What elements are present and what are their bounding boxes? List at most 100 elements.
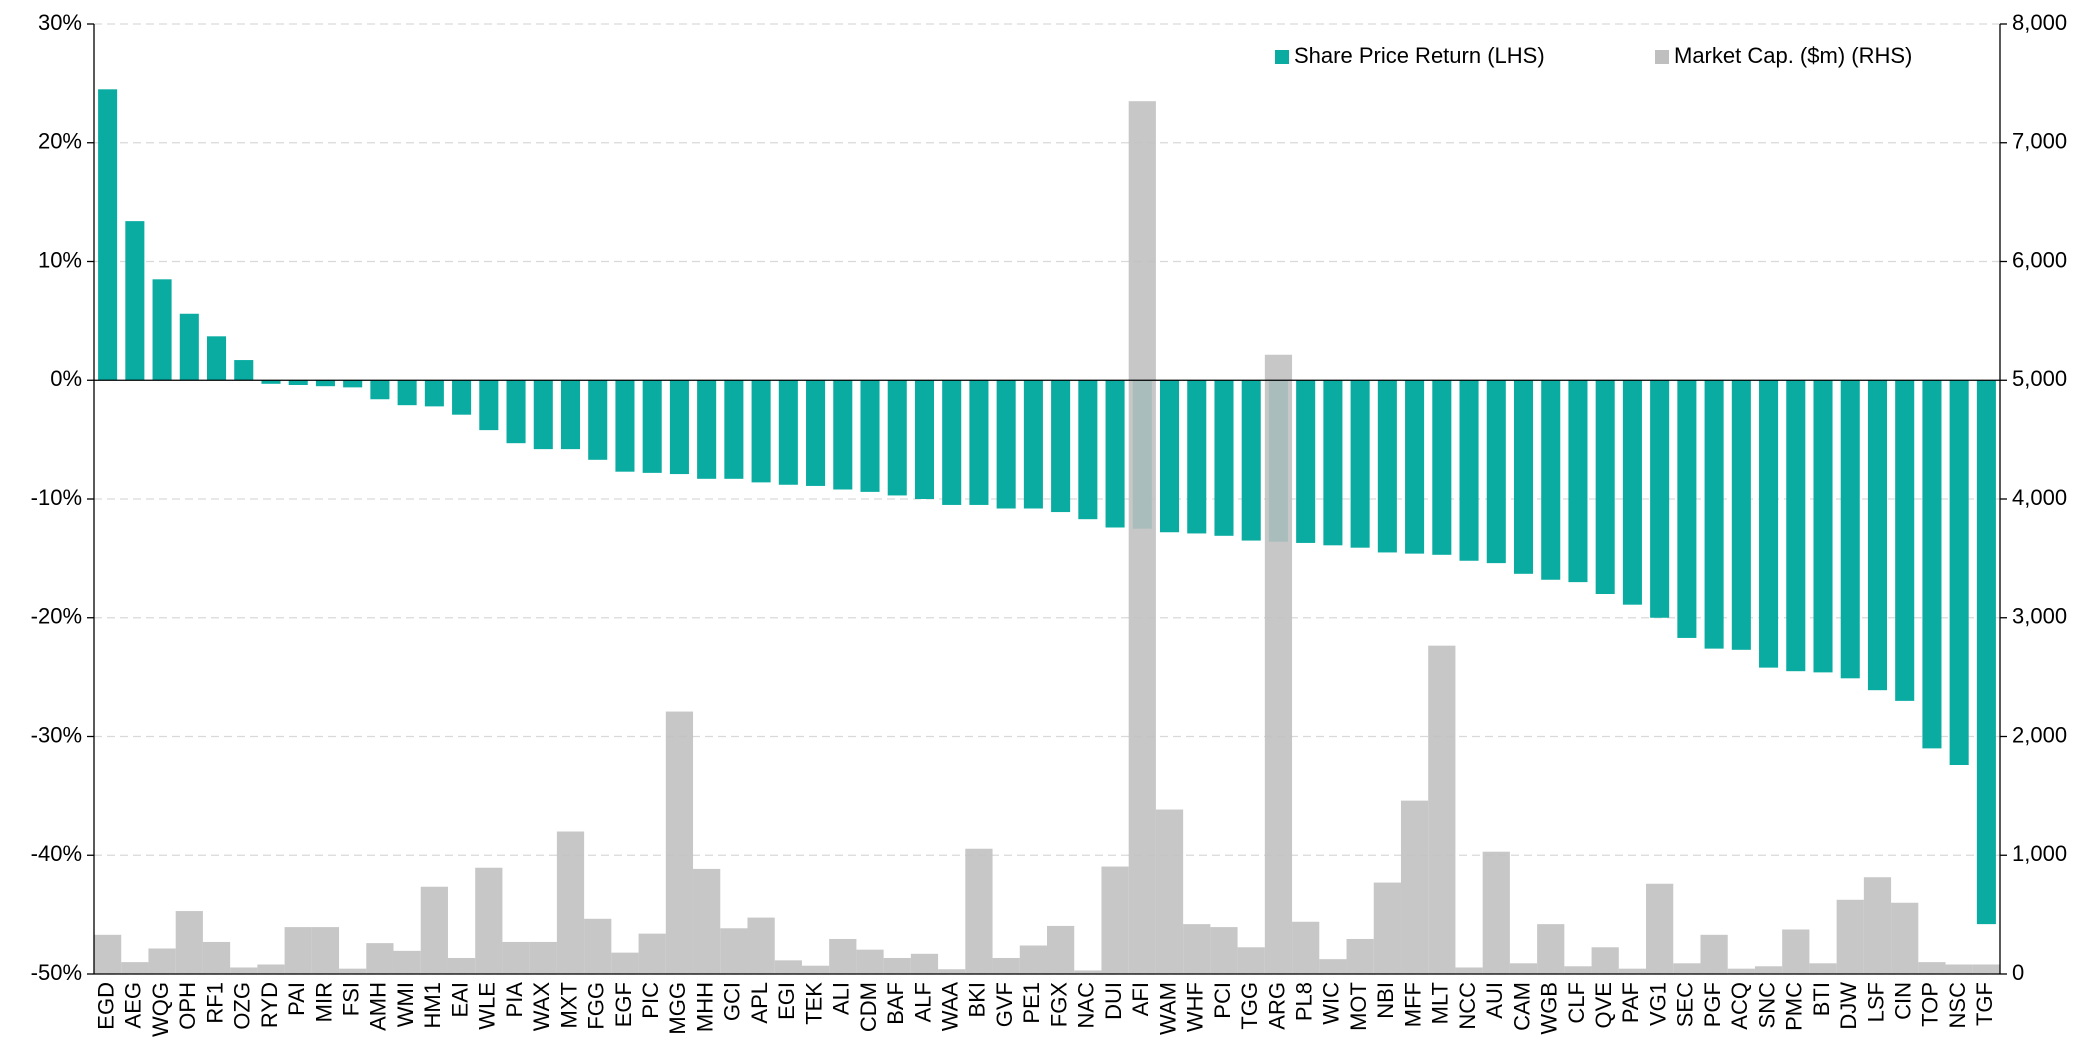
x-tick-label: HM1: [420, 982, 445, 1028]
x-tick-label: NSC: [1945, 982, 1970, 1029]
return-bar: [806, 380, 826, 486]
return-bar: [1432, 380, 1452, 555]
x-tick-label: DUI: [1101, 982, 1126, 1020]
market-cap-bar: [1319, 959, 1347, 974]
market-cap-bar: [1564, 966, 1592, 974]
y-tick-label: 10%: [38, 247, 82, 272]
return-bar: [833, 380, 853, 490]
return-bar: [1813, 380, 1833, 673]
return-bar: [1405, 380, 1425, 554]
return-bar: [560, 380, 581, 450]
return-bar: [1105, 380, 1125, 528]
return-bar: [1051, 380, 1071, 513]
market-cap-bar: [1428, 645, 1456, 974]
market-cap-bar: [665, 711, 694, 974]
y2-tick-label: 5,000: [2012, 366, 2067, 391]
x-tick-label: PCI: [1210, 982, 1235, 1019]
return-bar: [942, 380, 962, 505]
y-tick-label: 30%: [38, 10, 82, 35]
return-bar: [152, 279, 172, 381]
market-cap-bar: [1727, 968, 1755, 974]
return-bar: [642, 380, 662, 473]
return-bar: [1078, 380, 1098, 520]
x-tick-label: WAA: [938, 982, 963, 1032]
market-cap-bar: [1210, 927, 1238, 974]
y-tick-label: -10%: [31, 485, 82, 510]
market-cap-bar: [148, 948, 176, 974]
market-cap-bar: [502, 941, 530, 974]
market-cap-bar: [121, 962, 149, 974]
x-tick-label: MIR: [311, 982, 336, 1022]
market-cap-bar: [175, 911, 203, 974]
return-bar: [887, 380, 907, 496]
y2-tick-label: 6,000: [2012, 247, 2067, 272]
market-cap-bar: [1346, 938, 1374, 974]
return-bar: [669, 380, 689, 475]
x-tick-label: ACQ: [1727, 982, 1752, 1030]
x-tick-label: PIC: [638, 982, 663, 1019]
return-bar: [1840, 380, 1860, 679]
x-tick-label: ALF: [910, 982, 935, 1022]
market-cap-bar: [1918, 962, 1946, 974]
return-bar: [588, 380, 608, 460]
x-tick-label: FSI: [338, 982, 363, 1016]
return-bar: [1377, 380, 1397, 553]
market-cap-bar: [529, 941, 557, 974]
return-bar: [1622, 380, 1642, 605]
x-tick-label: CIN: [1891, 982, 1916, 1020]
return-bar: [1949, 380, 1969, 765]
x-tick-label: WAX: [529, 982, 554, 1032]
return-bar: [615, 380, 635, 472]
x-tick-label: OZG: [230, 982, 255, 1030]
return-bar: [1976, 380, 1996, 925]
x-tick-label: TOP: [1918, 982, 1943, 1027]
return-bar: [1241, 380, 1261, 541]
return-bar: [1731, 380, 1751, 650]
x-tick-label: RYD: [257, 982, 282, 1028]
return-bar: [1459, 380, 1479, 561]
return-bar: [1214, 380, 1234, 536]
legend-label: Share Price Return (LHS): [1294, 43, 1545, 68]
market-cap-bar: [1863, 877, 1892, 974]
market-cap-bar: [992, 957, 1020, 974]
return-bar: [343, 380, 363, 388]
return-bar: [315, 380, 335, 387]
y2-tick-label: 7,000: [2012, 129, 2067, 154]
return-bar: [697, 380, 717, 479]
market-cap-bar: [420, 886, 448, 974]
return-bar: [778, 380, 798, 485]
x-tick-label: SEC: [1673, 982, 1698, 1027]
return-bar: [261, 380, 281, 384]
x-tick-label: AMH: [366, 982, 391, 1031]
x-tick-label: WHF: [1183, 982, 1208, 1032]
x-tick-label: PL8: [1291, 982, 1316, 1021]
return-bar: [125, 221, 145, 381]
return-bar: [506, 380, 526, 444]
x-tick-label: NBI: [1373, 982, 1398, 1019]
x-tick-label: FGG: [584, 982, 609, 1030]
x-tick-label: NCC: [1455, 982, 1480, 1030]
market-cap-bar: [1700, 934, 1728, 974]
return-bar: [1650, 380, 1670, 618]
return-bar: [424, 380, 444, 407]
market-cap-bar: [1373, 882, 1401, 974]
x-tick-label: BKI: [965, 982, 990, 1017]
x-tick-label: TEK: [801, 982, 826, 1025]
x-tick-label: PAI: [284, 982, 309, 1016]
return-bar: [1867, 380, 1888, 691]
x-tick-label: AFI: [1128, 982, 1153, 1016]
market-cap-bar: [1455, 967, 1483, 974]
x-tick-label: DJW: [1836, 982, 1861, 1030]
x-tick-label: QVE: [1591, 982, 1616, 1028]
market-cap-bar: [801, 965, 830, 974]
market-cap-bar: [611, 952, 639, 974]
return-bar: [452, 380, 472, 415]
legend-swatch: [1275, 50, 1289, 64]
market-cap-bar: [1047, 925, 1075, 974]
legend-swatch: [1655, 50, 1669, 64]
return-bar: [969, 380, 989, 505]
x-tick-label: MOT: [1346, 982, 1371, 1031]
x-tick-label: TGG: [1237, 982, 1262, 1030]
market-cap-bar: [311, 927, 340, 974]
market-cap-bar: [1945, 964, 1973, 974]
